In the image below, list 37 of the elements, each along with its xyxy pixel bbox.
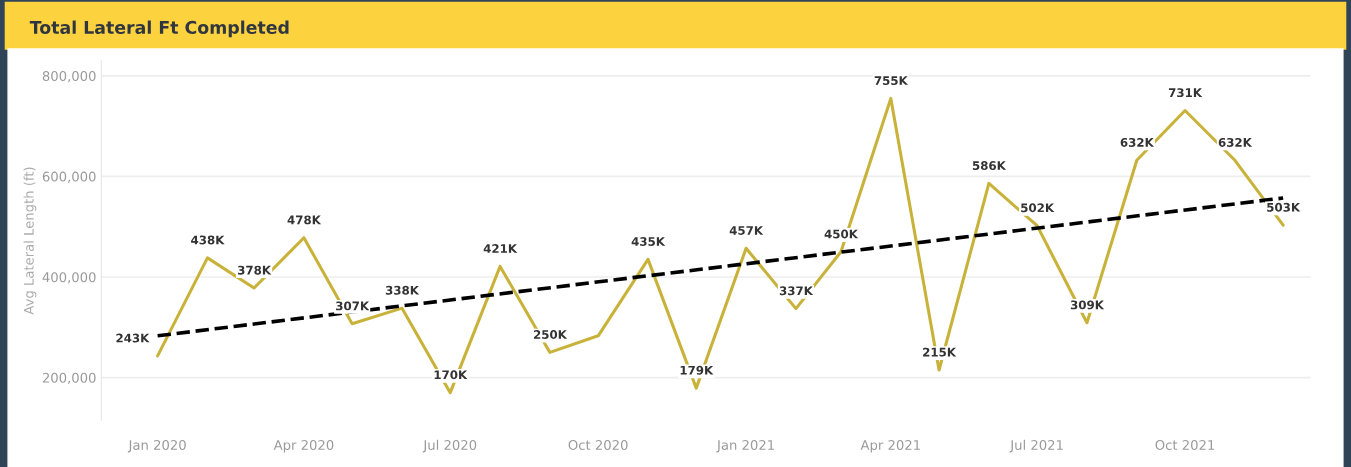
data-label: 632K (1218, 137, 1253, 147)
data-label: 755K (874, 76, 909, 86)
data-label: 457K (729, 226, 764, 235)
x-tick-label: Jul 2020 (422, 439, 477, 453)
data-label: 478K (287, 215, 322, 225)
x-tick-label: Jul 2021 (1009, 439, 1063, 453)
data-label: 421K (483, 244, 518, 253)
data-label: 250K (533, 330, 568, 340)
data-label: 243K (116, 333, 150, 343)
data-label: 450K (824, 229, 859, 239)
x-tick-label: Oct 2020 (568, 439, 628, 450)
data-label: 586K (972, 161, 1007, 171)
data-label: 378K (237, 265, 272, 275)
data-label: 731K (1168, 88, 1203, 98)
data-label: 170K (434, 370, 468, 380)
y-tick-label: 600,000 (42, 171, 96, 183)
data-label: 502K (1021, 203, 1055, 213)
x-tick-label: Jan 2021 (716, 439, 774, 453)
x-tick-label: Jan 2020 (127, 439, 186, 453)
x-tick-label: Apr 2021 (860, 439, 920, 453)
data-label: 179K (680, 365, 714, 375)
data-label: 215K (923, 347, 957, 357)
x-tick-label: Apr 2020 (273, 439, 334, 453)
data-label: 337K (779, 286, 814, 296)
data-label: 632K (1120, 137, 1155, 147)
data-label: 338K (385, 285, 420, 295)
data-label: 435K (631, 237, 666, 246)
data-label: 503K (1267, 202, 1301, 212)
y-tick-label: 200,000 (42, 372, 96, 385)
data-label: 438K (191, 235, 225, 245)
y-tick-label: 400,000 (42, 272, 96, 284)
data-label: 309K (1070, 300, 1105, 310)
data-label: 307K (336, 301, 370, 311)
y-axis-title: Avg Lateral Length (ft) (23, 167, 37, 315)
y-tick-label: 800,000 (42, 71, 96, 83)
chart-title: Total Lateral Ft Completed (29, 20, 289, 38)
x-tick-label: Oct 2021 (1155, 439, 1215, 450)
